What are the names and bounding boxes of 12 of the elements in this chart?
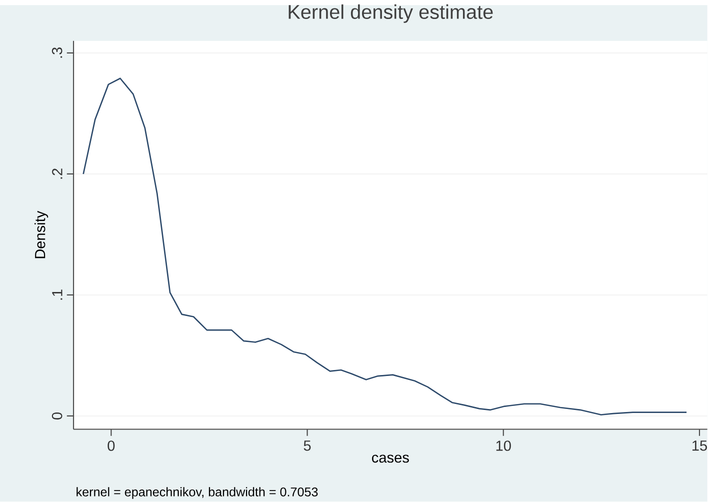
x-tick-label: 15 <box>692 440 707 451</box>
y-axis-title: Density <box>34 210 48 258</box>
chart-title: Kernel density estimate <box>288 4 493 24</box>
y-tick-label: .1 <box>52 290 62 300</box>
y-tick-label: .2 <box>52 168 62 179</box>
x-tick-label: 10 <box>496 440 511 451</box>
x-tick-label: 0 <box>108 440 115 451</box>
x-axis-title: cases <box>372 454 409 463</box>
y-tick-label: 0 <box>52 412 62 420</box>
text: kernel = epanechnikov, bandwidth = 0.7053 <box>76 487 318 499</box>
x-tick-label: 5 <box>304 440 311 451</box>
y-tick-label: .3 <box>52 48 62 58</box>
